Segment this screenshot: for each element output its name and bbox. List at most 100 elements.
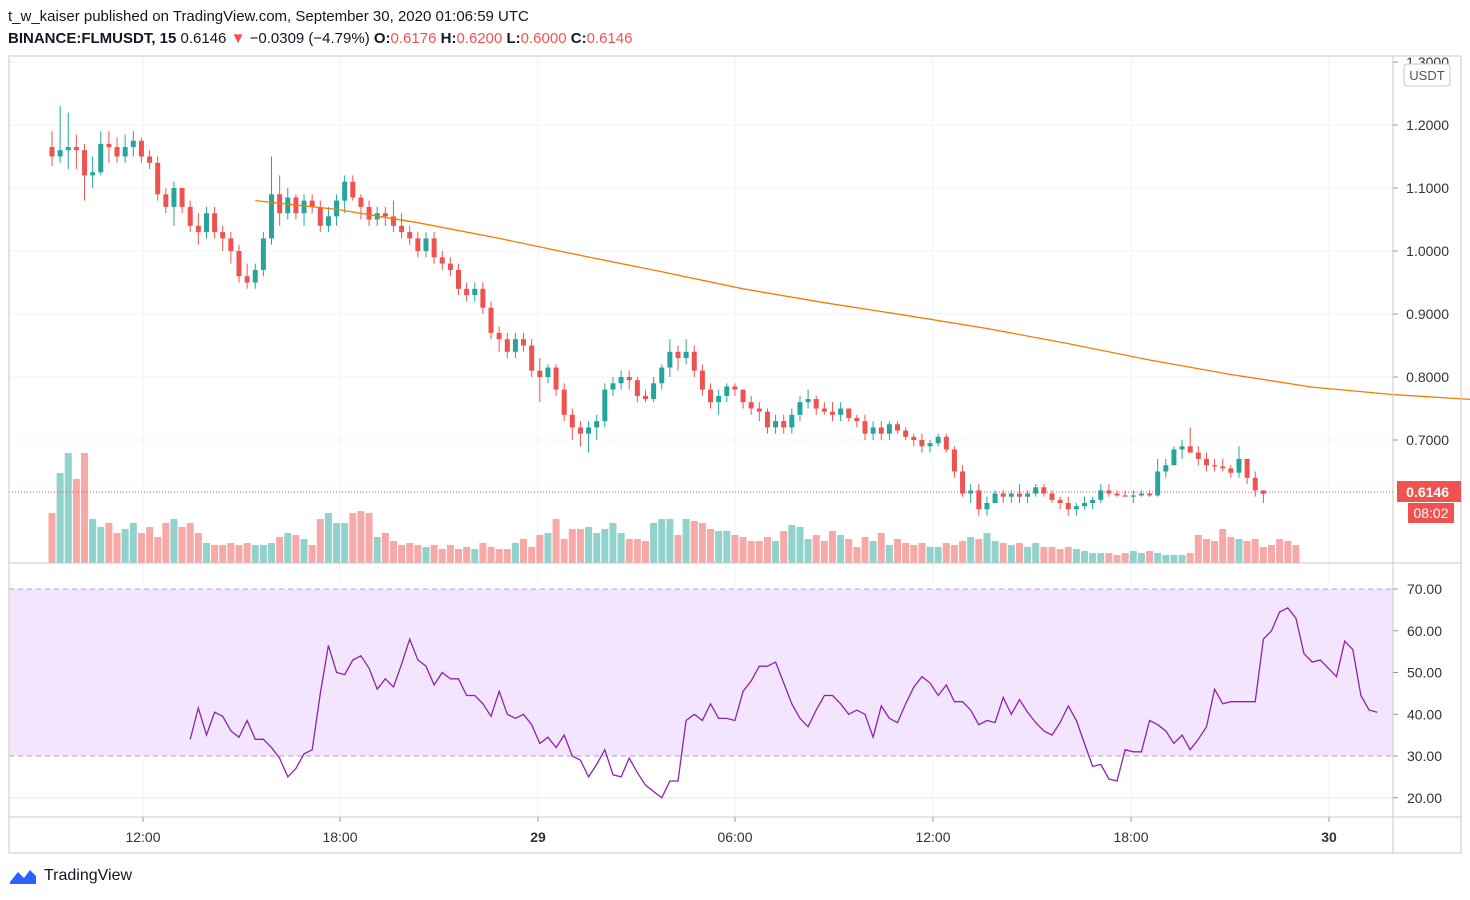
volume-bar xyxy=(243,543,251,563)
candle-body xyxy=(236,251,242,277)
candle-body xyxy=(911,436,917,440)
volume-bar xyxy=(202,543,210,563)
volume-bar xyxy=(97,527,105,563)
volume-bar xyxy=(1015,543,1023,563)
volume-bar xyxy=(186,523,194,563)
candle-body xyxy=(82,150,88,176)
volume-bars xyxy=(48,453,1300,563)
volume-bar xyxy=(1048,547,1056,563)
symbol-label[interactable]: BINANCE:FLMUSDT, 15 xyxy=(8,30,177,47)
volume-bar xyxy=(89,519,97,563)
candle-body xyxy=(553,367,559,390)
countdown-badge xyxy=(1408,503,1454,523)
volume-bar xyxy=(731,535,739,563)
volume-bar xyxy=(211,545,219,563)
volume-bar xyxy=(1292,545,1300,563)
currency-badge[interactable] xyxy=(1403,63,1451,87)
candle-body xyxy=(407,232,413,239)
candle-body xyxy=(756,408,762,412)
volume-bar xyxy=(259,545,267,563)
rsi-band xyxy=(9,589,1393,756)
volume-bar xyxy=(959,541,967,563)
time-tick-label: 18:00 xyxy=(1113,829,1148,845)
candle-body xyxy=(667,351,673,368)
volume-bar xyxy=(1032,543,1040,563)
candle-body xyxy=(431,238,437,258)
countdown-text: 08:02 xyxy=(1413,505,1448,521)
volume-bar xyxy=(576,529,584,563)
candle-body xyxy=(1065,503,1071,510)
volume-bar xyxy=(1097,553,1105,563)
candle-body xyxy=(366,206,372,220)
candle-body xyxy=(943,436,949,450)
volume-bar xyxy=(950,545,958,563)
candle-body xyxy=(586,427,592,434)
candle-body xyxy=(675,351,681,359)
volume-bar xyxy=(650,523,658,563)
price-axis[interactable]: 1.30001.20001.10001.00000.90000.80000.70… xyxy=(1393,54,1449,448)
volume-bar xyxy=(698,523,706,563)
volume-bar xyxy=(178,527,186,563)
volume-bar xyxy=(1219,529,1227,563)
volume-bar xyxy=(389,541,397,563)
volume-bar xyxy=(268,543,276,563)
footer-brand[interactable]: TradingView xyxy=(8,866,132,886)
low-value: 0.6000 xyxy=(520,30,567,47)
candle-body xyxy=(155,162,161,195)
candle-body xyxy=(358,197,364,207)
candle-body xyxy=(472,288,478,296)
volume-bar xyxy=(422,547,430,563)
candle-body xyxy=(1082,503,1088,507)
candle-body xyxy=(984,503,990,510)
volume-bar xyxy=(487,547,495,563)
rsi-tick-label: 60.00 xyxy=(1407,623,1442,639)
volume-bar xyxy=(1268,545,1275,563)
volume-bar xyxy=(471,549,479,563)
candle-body xyxy=(854,417,860,422)
volume-bar xyxy=(723,531,731,563)
candle-body xyxy=(1033,487,1039,494)
volume-bar xyxy=(398,545,406,563)
volume-bar xyxy=(861,537,869,563)
price-change: −0.0309 (−4.79%) xyxy=(249,30,370,47)
candle-body xyxy=(317,206,323,226)
candle-body xyxy=(781,421,787,428)
candle-body xyxy=(691,351,697,371)
candle-body xyxy=(480,288,486,308)
candle-body xyxy=(1252,477,1258,491)
candle-body xyxy=(1195,452,1201,459)
volume-bar xyxy=(658,519,666,563)
candle-body xyxy=(285,197,291,214)
volume-bar xyxy=(324,513,332,563)
volume-bar xyxy=(1064,547,1072,563)
candle-body xyxy=(269,194,275,239)
volume-bar xyxy=(455,549,462,563)
candle-body xyxy=(634,380,640,396)
volume-bar xyxy=(406,543,414,563)
volume-bar xyxy=(910,545,918,563)
candle-body xyxy=(895,424,901,431)
volume-bar xyxy=(1040,547,1048,563)
time-tick-label: 30 xyxy=(1321,829,1337,845)
candle-body xyxy=(878,427,884,434)
volume-bar xyxy=(381,533,389,563)
time-tick-label: 29 xyxy=(530,829,546,845)
candle-body xyxy=(212,213,218,233)
candle-body xyxy=(642,395,648,400)
volume-bar xyxy=(121,529,129,563)
volume-bar xyxy=(511,543,519,563)
candle-body xyxy=(1163,465,1169,472)
candle-body xyxy=(602,389,608,422)
volume-bar xyxy=(194,533,202,563)
rsi-axis[interactable]: 70.00 60.00 50.00 40.00 30.00 20.00 xyxy=(1393,581,1442,806)
candle-body xyxy=(1228,468,1234,473)
candle-body xyxy=(805,399,811,403)
time-axis[interactable]: 12:00 18:00 29 06:00 12:00 18:00 30 xyxy=(125,817,1337,845)
volume-bar xyxy=(316,519,324,563)
volume-bar xyxy=(235,545,243,563)
currency-label: USDT xyxy=(1409,68,1444,83)
volume-bar xyxy=(1137,553,1145,563)
candle-body xyxy=(244,276,250,283)
candle-body xyxy=(342,181,348,201)
